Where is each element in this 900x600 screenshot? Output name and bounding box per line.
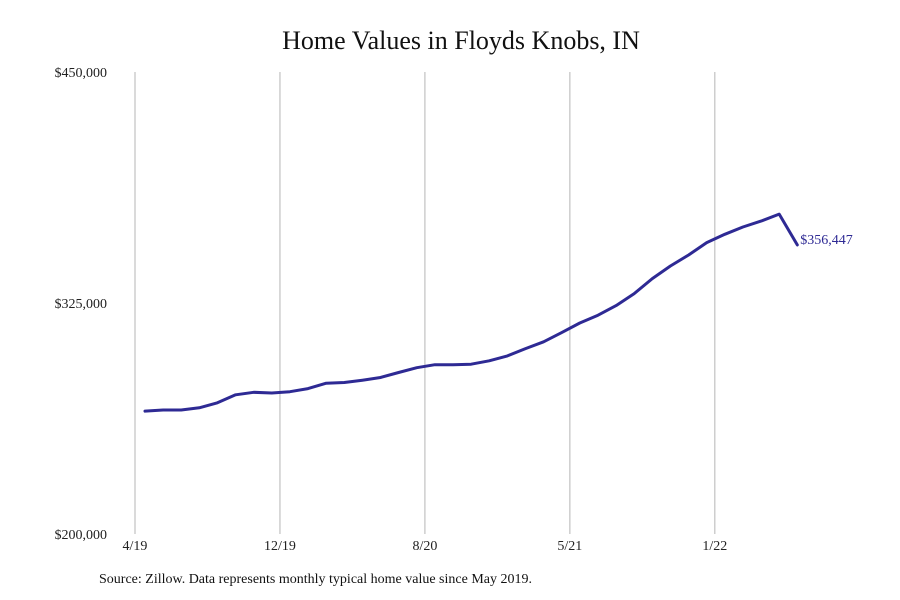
x-tick-label: 5/21 [557,539,582,554]
source-note: Source: Zillow. Data represents monthly … [99,572,532,587]
chart-title: Home Values in Floyds Knobs, IN [282,26,640,55]
x-tick-label: 1/22 [702,539,727,554]
end-value-label: $356,447 [800,233,853,248]
gridlines [134,72,716,534]
y-tick-label: $325,000 [55,297,108,312]
y-tick-label: $200,000 [55,528,108,543]
y-axis-tick-labels: $200,000 $325,000 $450,000 [55,66,108,543]
x-axis-tick-labels: 4/19 12/19 8/20 5/21 1/22 [123,539,728,554]
y-tick-label: $450,000 [55,66,108,81]
x-tick-label: 12/19 [264,539,296,554]
x-tick-label: 8/20 [412,539,437,554]
series-layer: $356,447 [143,212,853,413]
series-line [143,212,799,413]
x-tick-label: 4/19 [123,539,148,554]
